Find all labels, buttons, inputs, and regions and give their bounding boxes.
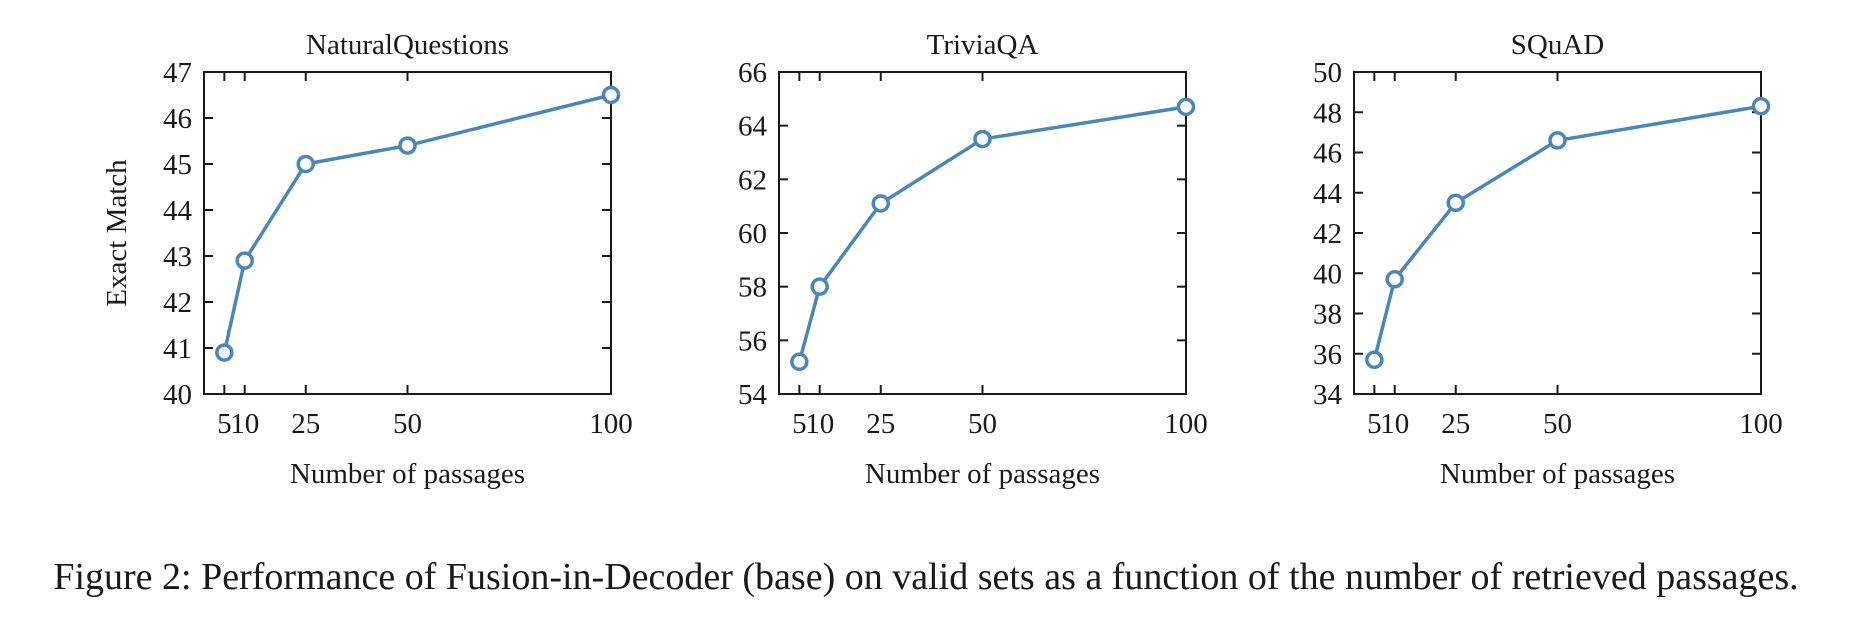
data-point (790, 352, 809, 372)
x-tick-label: 25 (1441, 408, 1470, 440)
y-tick-label: 47 (163, 57, 192, 89)
y-tick-label: 60 (738, 218, 767, 250)
y-tick-label: 46 (163, 103, 192, 135)
x-tick-label: 5 (217, 408, 232, 440)
y-tick-label: 54 (738, 379, 768, 411)
x-tick-label: 100 (589, 408, 633, 440)
data-point (973, 129, 992, 149)
data-point (215, 343, 234, 362)
y-tick-label: 58 (738, 272, 767, 304)
y-tick-label: 48 (1313, 97, 1342, 129)
y-tick-label: 38 (1313, 299, 1342, 331)
y-tick-label: 66 (738, 57, 767, 89)
y-tick-label: 44 (1313, 178, 1343, 210)
chart-title: NaturalQuestions (306, 29, 509, 61)
x-axis-label: Number of passages (290, 458, 525, 490)
plot-frame (1353, 71, 1762, 395)
y-tick-label: 40 (1313, 258, 1342, 290)
data-point (1176, 97, 1196, 117)
data-point (1446, 193, 1465, 213)
x-tick-label: 100 (1164, 408, 1208, 440)
chart-panel-3: SQuAD 34 36 38 40 42 44 46 48 50 510 25 50 100 Number … (1313, 29, 1783, 490)
x-tick-label: 100 (1739, 408, 1783, 440)
y-axis-label: Exact Match (101, 159, 133, 307)
y-tick-label: 40 (163, 379, 192, 411)
series-line (1372, 104, 1762, 361)
x-tick-label: 5 (792, 408, 807, 440)
y-tick-label: 42 (163, 287, 192, 319)
data-point (871, 194, 890, 213)
x-tick-label: 25 (291, 408, 320, 440)
series-line (797, 105, 1187, 363)
y-tick-label: 50 (1313, 57, 1342, 89)
series-line (222, 93, 612, 353)
x-tick-label: 50 (968, 408, 997, 440)
data-point (1548, 131, 1567, 150)
y-tick-label: 44 (163, 195, 193, 227)
chart-title: SQuAD (1511, 29, 1604, 61)
chart-panel-1: NaturalQuestions 40 41 42 43 44 45 46 47 510 25 50 1… (101, 29, 633, 490)
x-axis-label: Number of passages (1440, 458, 1675, 490)
x-tick-label: 50 (393, 408, 422, 440)
data-point (398, 136, 417, 155)
y-tick-label: 45 (163, 149, 192, 181)
plot-frame (778, 71, 1187, 395)
data-point (235, 251, 254, 270)
x-tick-label: 25 (866, 408, 895, 440)
y-tick-label: 64 (738, 111, 768, 143)
data-point (1385, 270, 1404, 289)
x-tick-label: 10 (805, 408, 834, 440)
data-point (601, 85, 621, 105)
plot-frame (203, 71, 612, 395)
chart-panel-2: TriviaQA 54 56 58 60 62 64 66 510 25 50 100 Number o… (738, 29, 1208, 490)
chart-title: TriviaQA (927, 29, 1039, 61)
data-point (810, 277, 829, 296)
y-tick-label: 46 (1313, 138, 1342, 170)
y-tick-label: 43 (163, 241, 192, 273)
x-tick-label: 10 (1380, 408, 1409, 440)
y-tick-label: 41 (163, 333, 192, 365)
y-tick-label: 36 (1313, 339, 1342, 371)
x-axis-label: Number of passages (865, 458, 1100, 490)
y-tick-label: 42 (1313, 218, 1342, 250)
data-point (1751, 96, 1771, 116)
x-tick-label: 10 (230, 408, 259, 440)
y-tick-label: 34 (1313, 379, 1343, 411)
x-tick-label: 5 (1367, 408, 1382, 440)
y-tick-label: 62 (738, 164, 767, 196)
figure-caption: Figure 2: Performance of Fusion-in-Decod… (53, 556, 1799, 598)
y-tick-label: 56 (738, 325, 767, 357)
data-point (1365, 350, 1384, 370)
data-point (296, 154, 315, 174)
x-tick-label: 50 (1543, 408, 1572, 440)
